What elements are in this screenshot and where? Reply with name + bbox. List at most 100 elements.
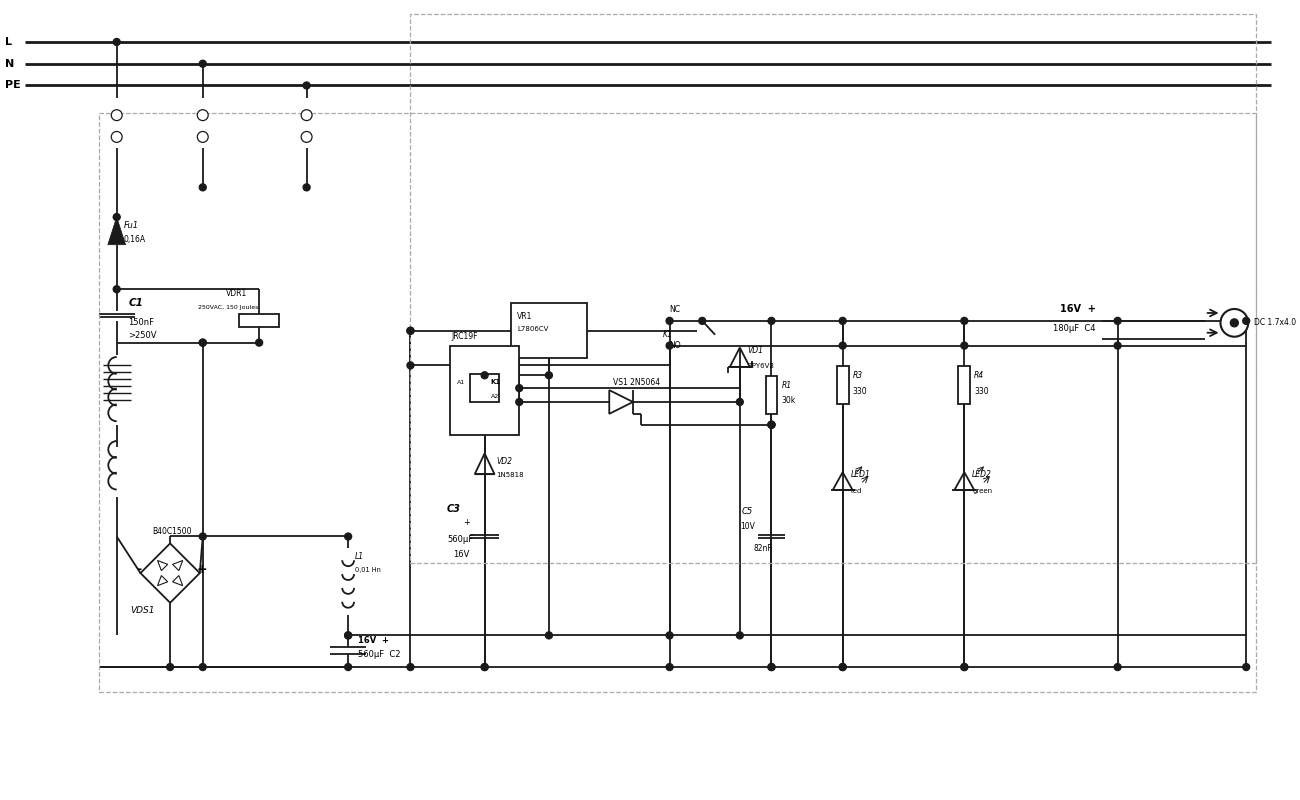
Bar bbox=[837, 366, 849, 404]
Bar bbox=[99, 113, 1256, 692]
Circle shape bbox=[407, 327, 413, 334]
Bar bbox=[469, 374, 499, 402]
Text: C5: C5 bbox=[742, 507, 753, 516]
Circle shape bbox=[768, 422, 775, 428]
Text: R1: R1 bbox=[781, 381, 792, 390]
Text: 560μF  C2: 560μF C2 bbox=[358, 650, 400, 658]
Text: 560μF: 560μF bbox=[447, 535, 473, 544]
Circle shape bbox=[840, 663, 846, 670]
Text: K1: K1 bbox=[490, 379, 501, 385]
Text: NO: NO bbox=[670, 341, 681, 350]
Polygon shape bbox=[108, 217, 126, 245]
Text: 10V: 10V bbox=[740, 522, 755, 531]
Circle shape bbox=[736, 398, 744, 406]
Circle shape bbox=[840, 318, 846, 324]
Circle shape bbox=[768, 422, 775, 428]
Circle shape bbox=[666, 663, 673, 670]
Circle shape bbox=[481, 663, 488, 670]
Text: 1N5818: 1N5818 bbox=[497, 472, 524, 478]
Text: 0,01 Hn: 0,01 Hn bbox=[355, 567, 381, 573]
Text: PE: PE bbox=[5, 81, 21, 90]
Text: VR1: VR1 bbox=[517, 313, 533, 322]
Text: green: green bbox=[972, 488, 992, 494]
Text: DC 1.7x4.0: DC 1.7x4.0 bbox=[1254, 318, 1296, 327]
Text: 330: 330 bbox=[853, 386, 867, 395]
Circle shape bbox=[481, 663, 488, 670]
Text: +: + bbox=[196, 562, 207, 576]
Circle shape bbox=[961, 318, 967, 324]
Text: A1: A1 bbox=[456, 380, 465, 385]
Text: B40C1500: B40C1500 bbox=[152, 527, 192, 536]
Circle shape bbox=[1114, 318, 1121, 324]
Circle shape bbox=[1243, 663, 1249, 670]
Bar bbox=[239, 314, 280, 327]
Circle shape bbox=[199, 533, 207, 540]
Circle shape bbox=[344, 663, 351, 670]
Circle shape bbox=[768, 422, 775, 428]
Circle shape bbox=[166, 663, 174, 670]
Text: L7806CV: L7806CV bbox=[517, 326, 549, 332]
Text: 0,16A: 0,16A bbox=[124, 235, 146, 244]
Circle shape bbox=[961, 663, 967, 670]
Text: Fu1: Fu1 bbox=[124, 222, 139, 230]
Circle shape bbox=[768, 663, 775, 670]
Circle shape bbox=[481, 372, 488, 378]
Text: 30k: 30k bbox=[781, 397, 796, 406]
Circle shape bbox=[344, 632, 351, 639]
Bar bbox=[958, 366, 970, 404]
Circle shape bbox=[113, 38, 120, 46]
Circle shape bbox=[840, 342, 846, 349]
Circle shape bbox=[303, 82, 311, 89]
Text: -: - bbox=[136, 562, 140, 576]
Text: 180μF  C4: 180μF C4 bbox=[1053, 324, 1096, 334]
Text: 330: 330 bbox=[974, 386, 989, 395]
Circle shape bbox=[198, 110, 208, 121]
Circle shape bbox=[344, 533, 351, 540]
Text: N: N bbox=[5, 58, 14, 69]
Text: LED1: LED1 bbox=[850, 470, 871, 478]
Text: VDR1: VDR1 bbox=[225, 289, 247, 298]
Text: A2: A2 bbox=[490, 394, 499, 398]
Circle shape bbox=[199, 339, 207, 346]
Circle shape bbox=[768, 663, 775, 670]
Circle shape bbox=[199, 663, 207, 670]
Text: 82nF: 82nF bbox=[754, 544, 772, 553]
Text: K1: K1 bbox=[663, 330, 672, 339]
Circle shape bbox=[112, 131, 122, 142]
Circle shape bbox=[961, 342, 967, 349]
Text: R4: R4 bbox=[974, 370, 984, 380]
Circle shape bbox=[546, 372, 552, 378]
Circle shape bbox=[1243, 318, 1249, 324]
Circle shape bbox=[516, 398, 523, 406]
Text: LED2: LED2 bbox=[972, 470, 992, 478]
Circle shape bbox=[1114, 663, 1121, 670]
Text: VD1: VD1 bbox=[747, 346, 763, 355]
Circle shape bbox=[840, 663, 846, 670]
Text: C3: C3 bbox=[447, 504, 462, 514]
Circle shape bbox=[303, 184, 311, 191]
Circle shape bbox=[199, 60, 207, 67]
Text: 150nF: 150nF bbox=[129, 318, 155, 327]
Text: C1: C1 bbox=[129, 298, 143, 308]
Text: VDS1: VDS1 bbox=[130, 606, 155, 615]
Text: ZPY6V8: ZPY6V8 bbox=[747, 363, 775, 370]
Circle shape bbox=[666, 318, 673, 324]
Circle shape bbox=[199, 184, 207, 191]
Text: VD2: VD2 bbox=[497, 457, 512, 466]
Circle shape bbox=[666, 632, 673, 639]
Circle shape bbox=[198, 131, 208, 142]
Circle shape bbox=[1221, 309, 1248, 337]
Circle shape bbox=[1230, 319, 1239, 327]
Circle shape bbox=[407, 362, 413, 369]
Circle shape bbox=[407, 663, 413, 670]
Text: 16V  +: 16V + bbox=[1061, 304, 1096, 314]
Text: +: + bbox=[463, 518, 469, 527]
Circle shape bbox=[546, 632, 552, 639]
Circle shape bbox=[113, 286, 120, 293]
Text: red: red bbox=[850, 488, 862, 494]
Circle shape bbox=[516, 385, 523, 391]
Text: L: L bbox=[5, 37, 12, 47]
Text: 250VAC, 150 Joules: 250VAC, 150 Joules bbox=[198, 305, 259, 310]
Circle shape bbox=[699, 318, 706, 324]
Circle shape bbox=[302, 110, 312, 121]
